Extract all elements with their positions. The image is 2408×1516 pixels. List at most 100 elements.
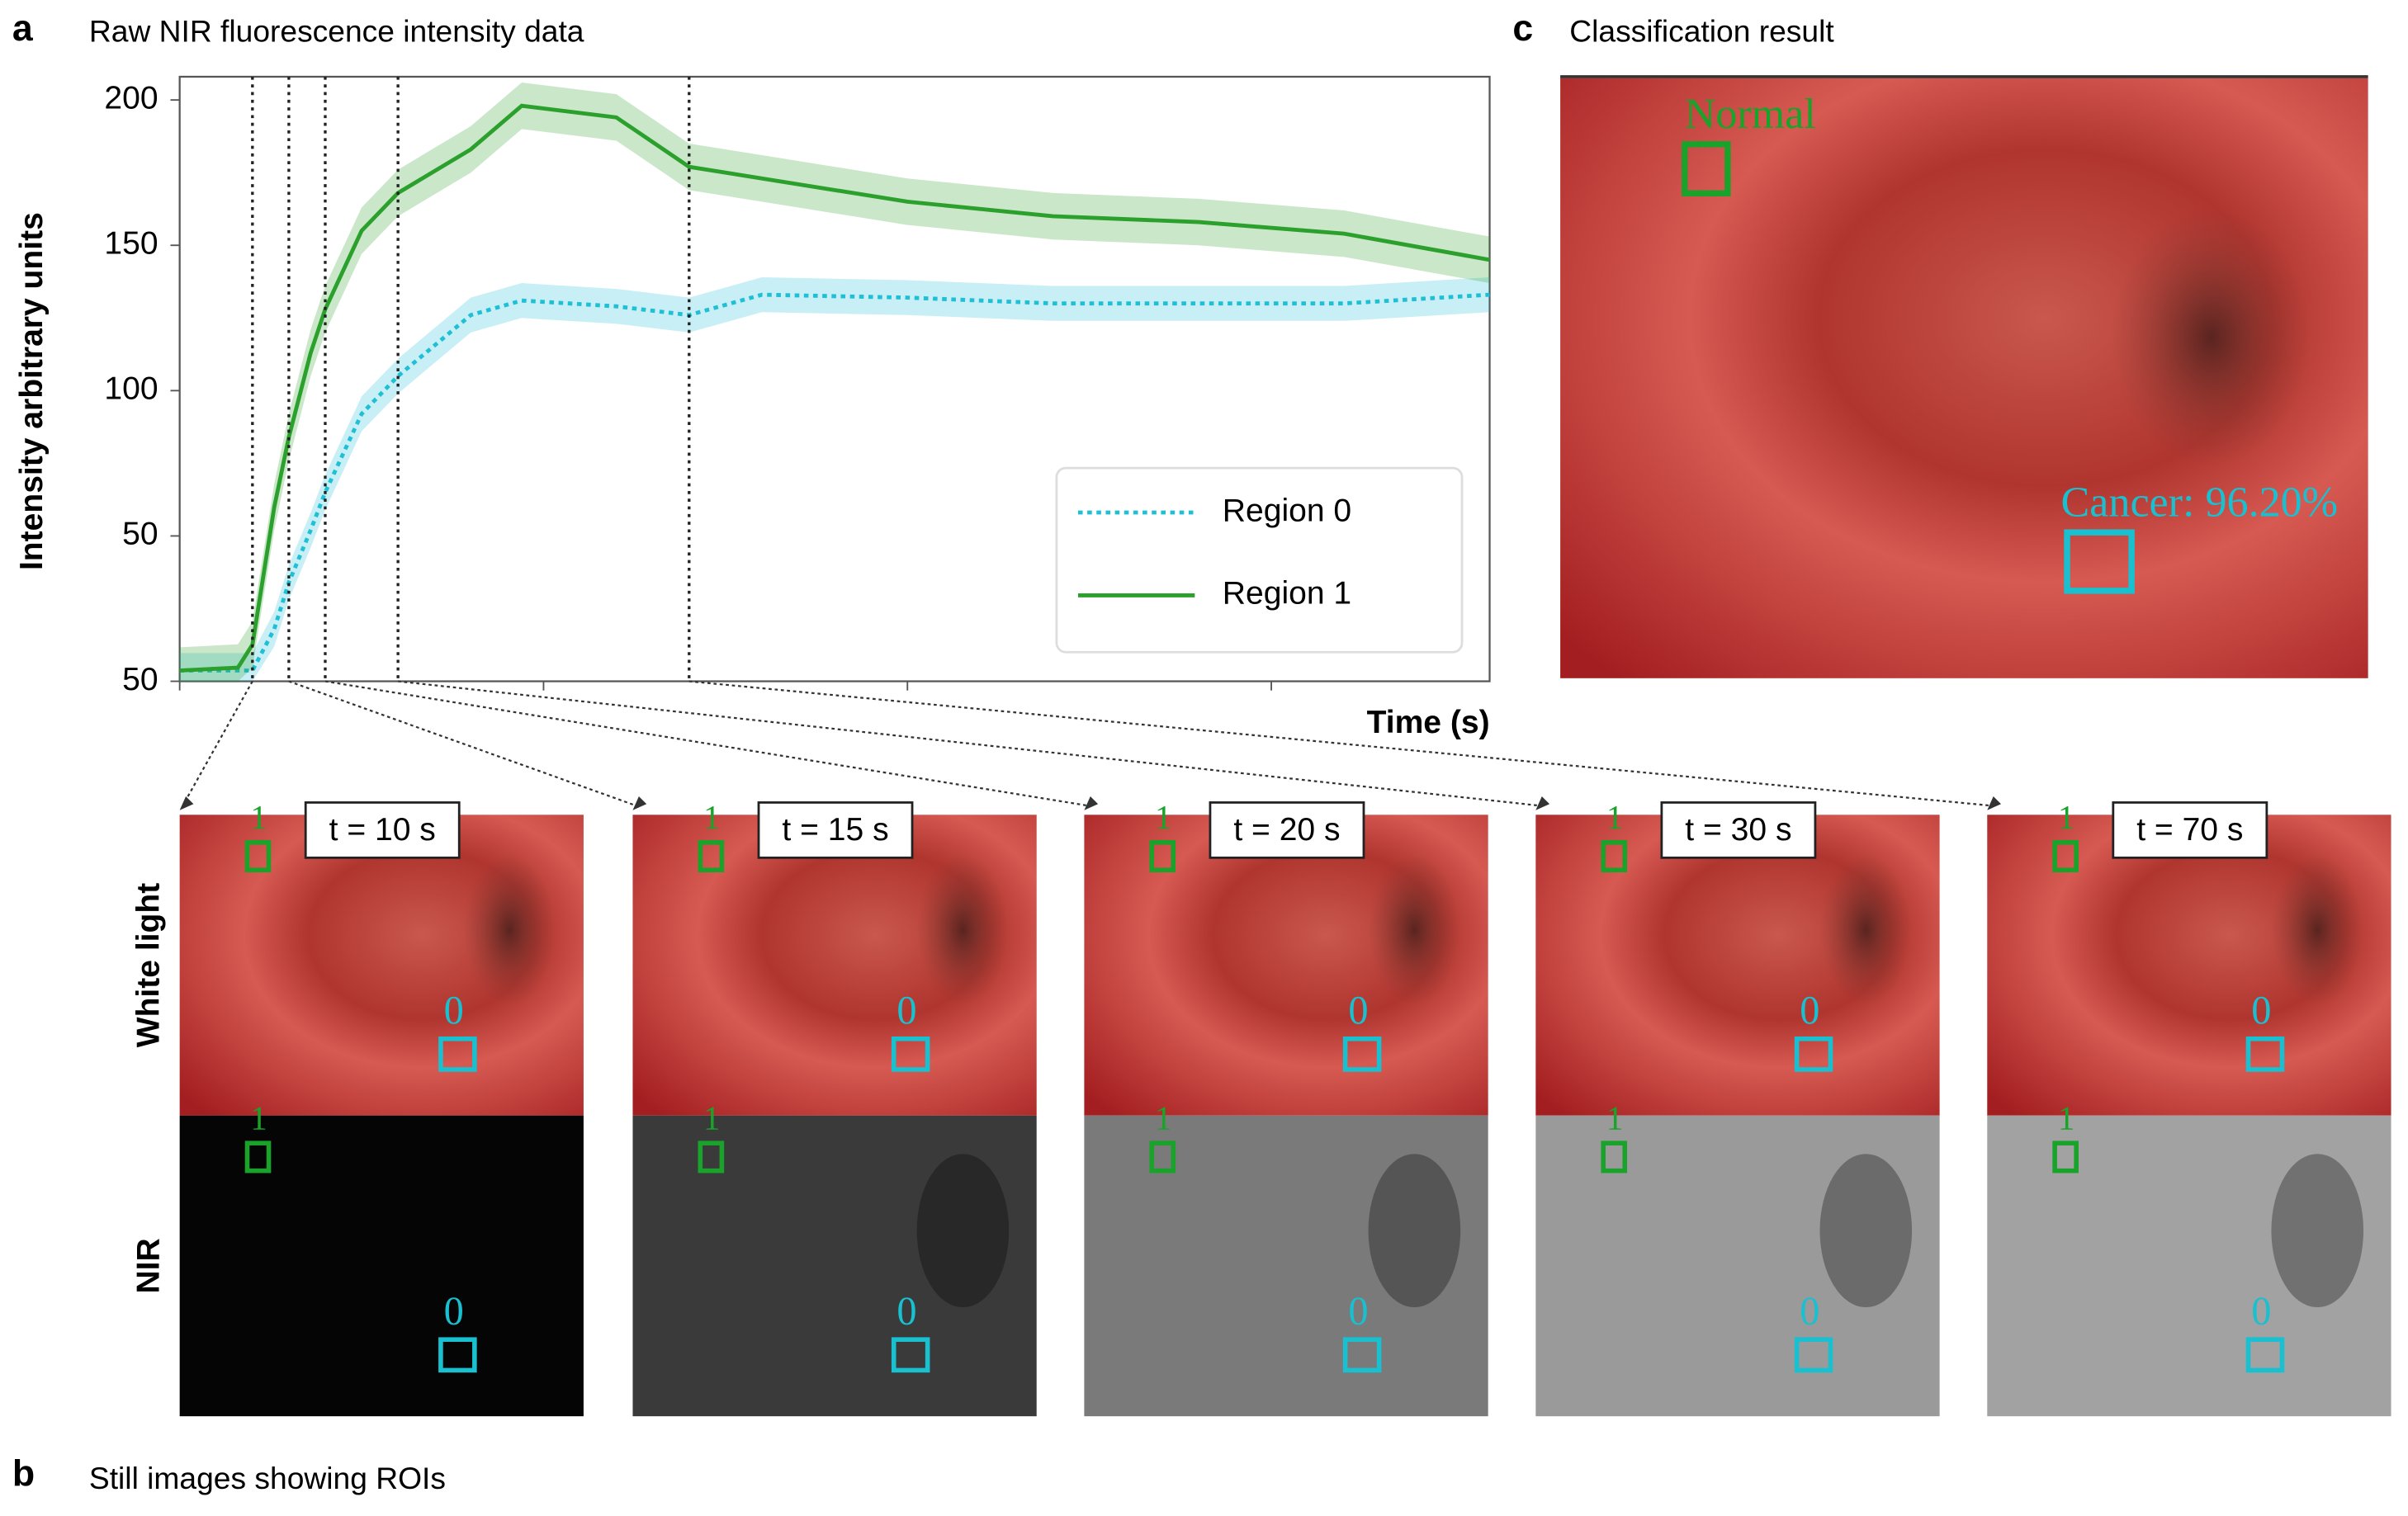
roi-label: 1 [1606, 799, 1623, 836]
roi-label: 0 [1348, 1290, 1368, 1334]
roi-box [1342, 1337, 1382, 1373]
time-label-box [1660, 801, 1817, 859]
frame-arrow [288, 680, 636, 807]
still-frame: 1 0 1 0 t = 20 s [1084, 799, 1488, 1417]
roi-box [1794, 1337, 1833, 1373]
roi-label: 0 [1800, 1290, 1819, 1334]
roi-label: 1 [2058, 799, 2074, 836]
roi-label: 1 [1155, 1100, 1171, 1137]
time-label: t = 20 s [1233, 812, 1340, 848]
legend-label: Region 1 [1223, 576, 1351, 612]
panel-title: Raw NIR fluorescence intensity data [89, 14, 584, 49]
roi-box [891, 1036, 930, 1072]
roi-box [1601, 839, 1628, 873]
roi-box [244, 839, 272, 873]
roi-box [1149, 1141, 1176, 1174]
roi-label: 1 [703, 1100, 720, 1137]
roi-label: 1 [250, 799, 267, 836]
roi-box [2052, 1141, 2079, 1174]
frame-arrow [182, 680, 253, 806]
panel-letter: c [1512, 8, 1533, 49]
panel-title: Still images showing ROIs [89, 1461, 446, 1495]
roi-box [698, 839, 725, 873]
roi-box [2052, 839, 2079, 873]
arrow-head [1535, 796, 1550, 810]
lumen [463, 852, 556, 1007]
roi-box [891, 1337, 930, 1373]
nir-lumen [916, 1154, 1010, 1308]
roi-label: 0 [896, 989, 916, 1032]
arrow-head [1987, 796, 2002, 810]
roi-box [2245, 1337, 2285, 1373]
error-band [179, 276, 1490, 682]
roi-box [1794, 1036, 1833, 1072]
roi-label: 1 [1606, 1100, 1623, 1137]
roi-box [2245, 1036, 2285, 1072]
roi-box [2064, 529, 2135, 594]
roi-label: 1 [2058, 1100, 2074, 1137]
arrow-head [179, 796, 194, 810]
lumen [1368, 852, 1461, 1007]
time-label-box [304, 801, 461, 859]
nir-lumen [1368, 1154, 1461, 1308]
roi-label: 0 [444, 1290, 464, 1334]
frame-arrow [688, 680, 1991, 807]
roi-box [438, 1036, 477, 1072]
y-tick-label: 50 [122, 662, 158, 697]
panel-title: Classification result [1569, 14, 1834, 49]
roi-label: Normal [1685, 91, 1816, 138]
x-axis-label: Time (s) [1367, 705, 1490, 740]
roi-box [1149, 839, 1176, 873]
roi-box [438, 1337, 477, 1373]
legend-box [1055, 466, 1464, 654]
legend-label: Region 0 [1223, 493, 1351, 528]
panel-letter: b [12, 1453, 35, 1494]
roi-box [244, 1141, 272, 1174]
roi-label: 0 [2251, 1290, 2271, 1334]
arrow-head [1084, 796, 1099, 810]
lumen [2111, 207, 2311, 469]
frame-arrow [398, 680, 1540, 807]
time-label: t = 70 s [2136, 812, 2243, 848]
roi-label: 1 [250, 1100, 267, 1137]
panel-letter: a [12, 8, 34, 49]
roi-box [1682, 141, 1731, 196]
still-frame: 1 0 1 0 t = 15 s [632, 799, 1037, 1417]
y-tick-label: 50 [122, 517, 158, 552]
time-label-box [1209, 801, 1365, 859]
y-tick-label: 200 [104, 80, 158, 116]
y-tick-label: 100 [104, 371, 158, 407]
time-label: t = 10 s [329, 812, 436, 848]
still-frame: 1 0 1 0 t = 10 s [179, 799, 584, 1417]
time-label-box [2112, 801, 2268, 859]
y-tick-label: 150 [104, 226, 158, 262]
still-frame: 1 0 1 0 t = 70 s [1987, 799, 2391, 1417]
time-label: t = 30 s [1685, 812, 1791, 848]
series-line [179, 292, 1490, 673]
roi-label: 0 [896, 1290, 916, 1334]
roi-label: Cancer: 96.20% [2061, 479, 2339, 527]
lumen [1819, 852, 1913, 1007]
row-label: NIR [131, 1238, 167, 1293]
roi-label: 1 [1155, 799, 1171, 836]
roi-box [1601, 1141, 1628, 1174]
roi-label: 0 [1348, 989, 1368, 1032]
time-label-box [757, 801, 914, 859]
y-axis-label: Intensity arbitrary units [14, 212, 50, 570]
time-label: t = 15 s [782, 812, 888, 848]
roi-label: 0 [2251, 989, 2271, 1032]
roi-label: 1 [703, 799, 720, 836]
lumen [916, 852, 1010, 1007]
arrow-head [632, 796, 647, 810]
nir-lumen [2271, 1154, 2364, 1308]
series-line [179, 103, 1490, 673]
error-band [179, 83, 1490, 682]
plot-frame [178, 75, 1491, 682]
roi-label: 0 [1800, 989, 1819, 1032]
roi-box [698, 1141, 725, 1174]
row-label: White light [131, 883, 167, 1047]
nir-lumen [1819, 1154, 1913, 1308]
classification-image: Normal Cancer: 96.20% [1560, 75, 2368, 678]
